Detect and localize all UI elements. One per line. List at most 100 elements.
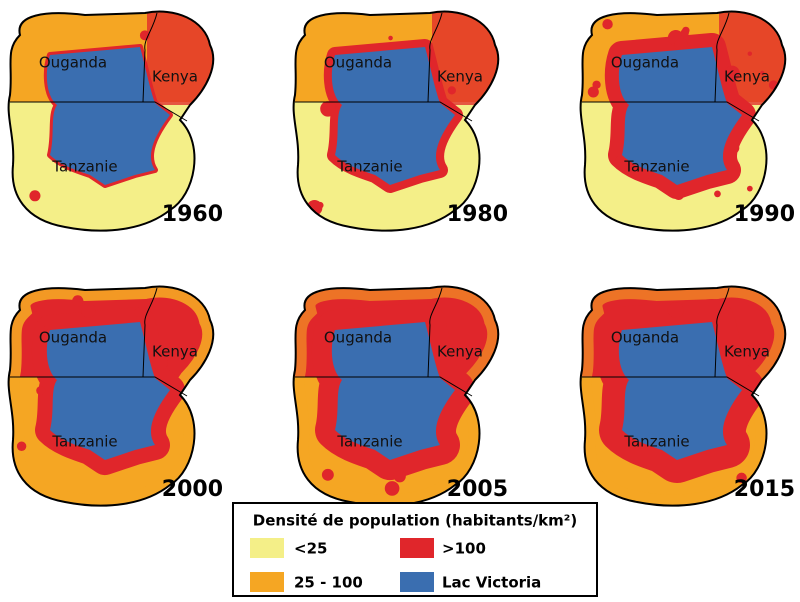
region-outline	[579, 10, 787, 232]
dense-spot	[384, 481, 400, 496]
country-label: Kenya	[152, 68, 198, 86]
year-label: 1990	[734, 202, 795, 227]
dense-spot	[16, 441, 27, 451]
legend-title: Densité de population (habitants/km²)	[253, 512, 577, 530]
border	[295, 376, 473, 397]
year-label: 2015	[734, 477, 795, 502]
legend-swatch	[400, 572, 434, 592]
country-label: Ouganda	[39, 329, 107, 347]
lake	[46, 322, 170, 460]
dense-spot	[736, 472, 747, 484]
dense-spot	[773, 415, 786, 430]
dense-spot	[472, 396, 482, 406]
legend-swatch	[250, 538, 284, 558]
legend-label: 25 - 100	[294, 574, 363, 592]
lake	[331, 47, 455, 185]
country-label: Kenya	[724, 343, 770, 361]
dense-spot	[321, 468, 334, 481]
country-label: Tanzanie	[623, 158, 689, 176]
border	[582, 101, 760, 122]
year-label: 1960	[162, 202, 223, 227]
dense-spot	[673, 188, 685, 200]
dense-spot	[316, 201, 324, 209]
map-panel: Ouganda Kenya Tanzanie 2015	[579, 285, 795, 507]
dense-spot	[587, 86, 599, 98]
border	[142, 287, 158, 378]
legend-label: Lac Victoria	[442, 574, 541, 592]
border	[295, 101, 473, 122]
border	[142, 12, 158, 103]
dense-spot	[29, 190, 41, 202]
map-panel: Ouganda Kenya Tanzanie 1990	[579, 10, 795, 232]
country-label: Ouganda	[611, 54, 679, 72]
lake	[331, 322, 455, 460]
dense-spot	[760, 70, 765, 76]
dense-spot	[72, 295, 84, 307]
dense-spot	[36, 386, 46, 396]
dense-spot	[714, 190, 721, 198]
dense-spot	[602, 18, 613, 30]
dense-spot	[388, 35, 393, 41]
country-label: Ouganda	[324, 329, 392, 347]
dense-spot	[488, 105, 496, 113]
map-panel: Ouganda Kenya Tanzanie 1980	[292, 10, 508, 232]
border	[427, 287, 443, 378]
country-label: Tanzanie	[51, 433, 117, 451]
border	[714, 287, 730, 378]
dense-spot	[746, 185, 753, 192]
dense-spot	[81, 303, 96, 318]
border	[10, 101, 188, 122]
region-outline	[292, 285, 500, 507]
dense-spot	[43, 325, 48, 330]
legend: Densité de population (habitants/km²) <2…	[232, 502, 598, 597]
country-label: Tanzanie	[336, 433, 402, 451]
border	[714, 12, 730, 103]
lake	[46, 47, 170, 185]
dense-spot	[615, 155, 628, 168]
dense-spot	[320, 101, 336, 117]
border	[10, 376, 188, 397]
year-label: 2005	[447, 477, 508, 502]
dense-spot	[425, 43, 433, 51]
country-label: Ouganda	[611, 329, 679, 347]
legend-swatch	[250, 572, 284, 592]
region-outline	[7, 10, 215, 232]
dense-spot	[134, 307, 143, 317]
dense-spot	[393, 470, 406, 483]
country-label: Ouganda	[39, 54, 107, 72]
dense-spot	[674, 38, 688, 52]
region-outline	[579, 285, 787, 507]
dense-spot	[728, 142, 740, 154]
legend-swatch	[400, 538, 434, 558]
country-label: Tanzanie	[623, 433, 689, 451]
dense-spot	[636, 166, 651, 181]
dense-spot	[747, 51, 753, 56]
map-panel: Ouganda Kenya Tanzanie 2005	[292, 285, 508, 507]
region-outline	[292, 10, 500, 232]
border	[427, 12, 443, 103]
dense-spot	[667, 302, 684, 318]
dense-spot	[680, 28, 689, 37]
dense-spot	[152, 354, 168, 371]
country-label: Kenya	[724, 68, 770, 86]
country-label: Kenya	[437, 68, 483, 86]
country-label: Ouganda	[324, 54, 392, 72]
legend-label: >100	[442, 540, 486, 558]
lake	[618, 322, 742, 460]
year-label: 1980	[447, 202, 508, 227]
dense-spot	[724, 65, 740, 82]
country-label: Tanzanie	[51, 158, 117, 176]
region-outline	[7, 285, 215, 507]
dense-spot	[152, 419, 160, 427]
country-label: Kenya	[437, 343, 483, 361]
lake	[618, 47, 742, 185]
dense-spot	[32, 305, 39, 312]
map-panel: Ouganda Kenya Tanzanie 2000	[7, 285, 223, 507]
dense-spot	[447, 86, 456, 95]
country-label: Kenya	[152, 343, 198, 361]
border	[582, 376, 760, 397]
map-panel: Ouganda Kenya Tanzanie 1960	[7, 10, 223, 232]
legend-label: <25	[294, 540, 327, 558]
